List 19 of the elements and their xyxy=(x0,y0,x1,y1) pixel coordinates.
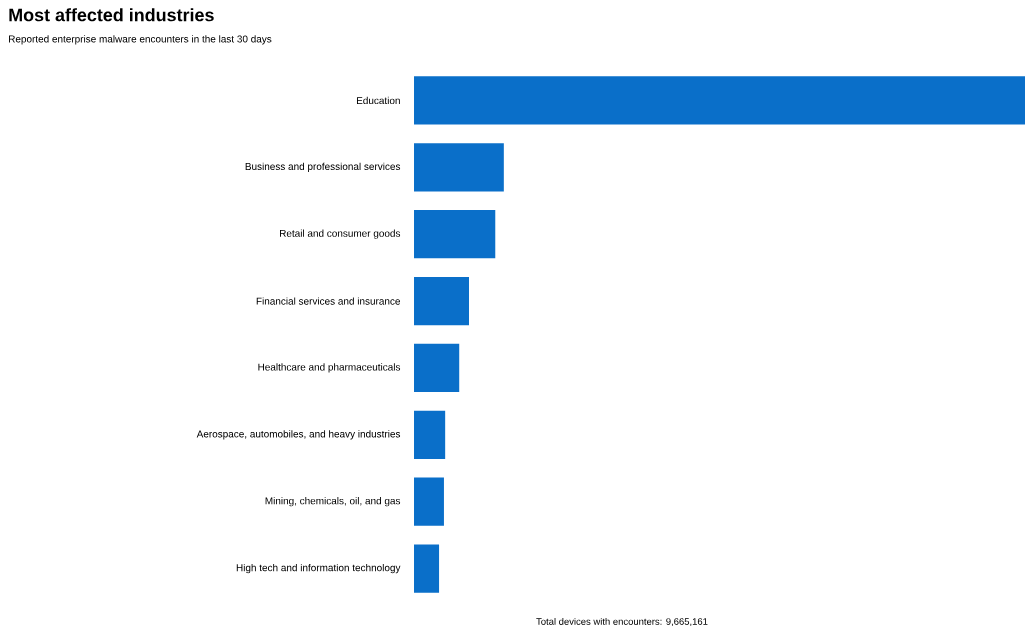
bar xyxy=(414,477,444,526)
bar xyxy=(414,143,504,192)
y-tick-label: Financial services and insurance xyxy=(256,297,401,305)
bar xyxy=(414,210,496,259)
text: Most affected industries xyxy=(9,8,214,22)
bar xyxy=(414,276,469,326)
y-tick-label: Mining, chemicals, oil, and gas xyxy=(265,497,401,507)
bar xyxy=(414,544,440,593)
y-tick-label: Aerospace, automobiles, and heavy industries xyxy=(196,430,401,440)
text: Reported enterprise malware encounters in the last 30 days xyxy=(9,35,272,45)
bar xyxy=(414,410,446,459)
y-tick-label: Business and professional services xyxy=(245,162,401,172)
y-tick-label: Retail and consumer goods xyxy=(280,229,401,239)
y-tick-label: Education xyxy=(356,96,400,105)
y-tick-label: High tech and information technology xyxy=(236,563,401,574)
bar xyxy=(414,76,1025,125)
y-tick-label: Healthcare and pharmaceuticals xyxy=(258,363,401,373)
text: Total devices with encounters: 9,665,161 xyxy=(536,617,708,627)
bar xyxy=(414,343,460,392)
